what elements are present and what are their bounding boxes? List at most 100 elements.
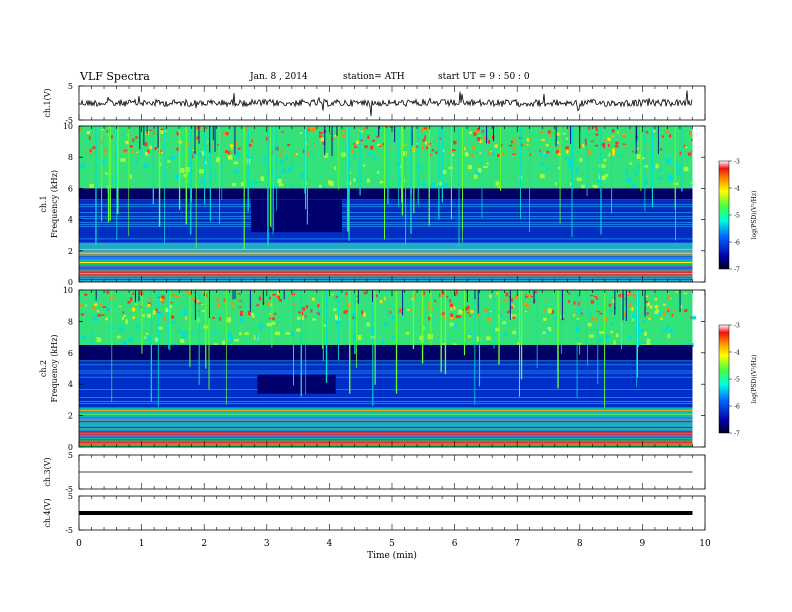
panel-2-speckle: [102, 128, 105, 131]
panel-3-colorbar-tick-label: -6: [734, 404, 740, 411]
panel-3-speckle: [612, 299, 616, 303]
start-time-label: start UT = 9 : 50 : 0: [438, 72, 530, 82]
panel-3-speckle: [131, 307, 136, 312]
panel-2-speckle: [101, 160, 106, 164]
panel-2-speckle: [689, 150, 693, 153]
panel-2-colorbar-tick-label: -5: [734, 213, 740, 220]
panel-2-speckle: [225, 150, 229, 154]
panel-3-speckle: [489, 311, 492, 313]
panel-2-speckle: [250, 142, 253, 147]
panel-2-speckle: [655, 163, 659, 169]
panel-3-speckle: [238, 306, 242, 308]
panel-2-speckle: [377, 143, 381, 147]
panel-2-speckle: [366, 178, 370, 183]
panel-2-speckle: [352, 143, 356, 145]
panel-2-speckle: [520, 143, 523, 147]
panel-3-speckle: [172, 294, 175, 297]
panel-3-speckle: [79, 304, 83, 307]
panel-3-speckle: [450, 307, 453, 311]
panel-2-speckle: [160, 129, 164, 134]
panel-3-speckle: [608, 308, 613, 312]
panel-3-speckle: [426, 306, 429, 309]
panel-3-speckle: [588, 334, 594, 338]
panel-2-speckle: [557, 166, 560, 170]
panel-2-speckle: [197, 152, 202, 157]
panel-3-speckle: [405, 331, 410, 335]
panel-2-speckle: [211, 145, 214, 147]
panel-2-speckle: [89, 149, 92, 153]
panel-2-speckle: [611, 148, 615, 153]
panel-3-speckle: [168, 305, 173, 308]
panel-2-speckle: [512, 153, 516, 155]
panel-1-trace: [78, 90, 693, 117]
panel-2-speckle: [174, 174, 180, 180]
panel-3-speckle: [97, 314, 101, 317]
panel-2-speckle: [229, 144, 234, 148]
panel-3-ylabel: Frequency (kHz): [50, 334, 59, 402]
panel-3-speckle: [543, 309, 546, 313]
panel-2-speckle: [448, 166, 453, 170]
panel-2-speckle: [554, 182, 558, 185]
panel-3-speckle: [419, 335, 424, 341]
panel-3-speckle: [396, 309, 400, 313]
panel-2-speckle: [431, 182, 435, 186]
panel-2-speckle: [584, 138, 587, 143]
panel-3-speckle: [595, 317, 598, 322]
panel-2-speckle: [576, 177, 582, 182]
panel-2-speckle: [240, 182, 245, 186]
panel-2-speckle: [342, 129, 346, 132]
panel-2-speckle: [665, 158, 671, 163]
panel-3-speckle: [643, 331, 647, 336]
panel-3-speckle: [509, 313, 513, 319]
x-tick-label: 6: [452, 539, 458, 549]
panel-3-speckle: [125, 319, 128, 324]
panel-3-speckle: [421, 291, 425, 296]
panel-3-speckle: [413, 294, 417, 299]
panel-3-speckle: [132, 292, 135, 295]
panel-3-speckle: [288, 330, 293, 336]
panel-3-speckle: [457, 315, 461, 318]
panel-3-speckle: [503, 298, 508, 301]
panel-3-speckle: [219, 317, 221, 321]
panel-2-speckle: [360, 139, 363, 142]
panel-3-speckle: [588, 311, 591, 316]
panel-3-colorbar-tick-label: -7: [734, 431, 740, 438]
panel-2-ytick-label: 2: [68, 247, 73, 256]
panel-2-speckle: [668, 135, 672, 138]
panel-2-speckle: [684, 146, 688, 149]
panel-2-speckle: [136, 151, 139, 153]
panel-2-speckle: [79, 128, 82, 131]
panel-2-speckle: [307, 128, 311, 131]
panel-2-speckle: [508, 144, 513, 147]
panel-3-speckle: [624, 298, 627, 301]
panel-3-speckle: [509, 298, 514, 302]
panel-3-speckle: [441, 291, 445, 295]
panel-3-speckle: [316, 312, 319, 314]
panel-3-colorbar: [718, 324, 730, 434]
panel-3-speckle: [684, 309, 688, 312]
panel-2-speckle: [139, 151, 143, 155]
panel-3-speckle: [121, 316, 124, 320]
panel-2-speckle: [435, 139, 437, 142]
station-label: station= ATH: [343, 72, 405, 82]
panel-3-speckle: [312, 318, 316, 321]
date-label: Jan. 8 , 2014: [250, 72, 308, 82]
panel-2-speckle: [555, 150, 559, 155]
panel-3-speckle: [180, 338, 185, 344]
panel-3-speckle: [334, 314, 338, 319]
panel-3-speckle: [467, 335, 472, 338]
panel-3-speckle: [170, 320, 176, 324]
panel-2-speckle: [487, 151, 491, 155]
panel-3-speckle: [152, 309, 156, 315]
panel-3-speckle: [645, 295, 649, 298]
panel-3-speckle: [463, 293, 467, 295]
panel-2-speckle: [399, 163, 403, 169]
panel-3-speckle: [145, 332, 149, 335]
panel-2-speckle: [512, 146, 515, 151]
panel-2-ylabel: Frequency (kHz): [50, 170, 59, 238]
x-tick-label: 8: [577, 539, 583, 549]
panel-3-speckle: [496, 292, 498, 295]
panel-2-speckle: [497, 154, 500, 157]
panel-3-speckle: [118, 305, 122, 308]
panel-3-speckle: [449, 322, 454, 327]
